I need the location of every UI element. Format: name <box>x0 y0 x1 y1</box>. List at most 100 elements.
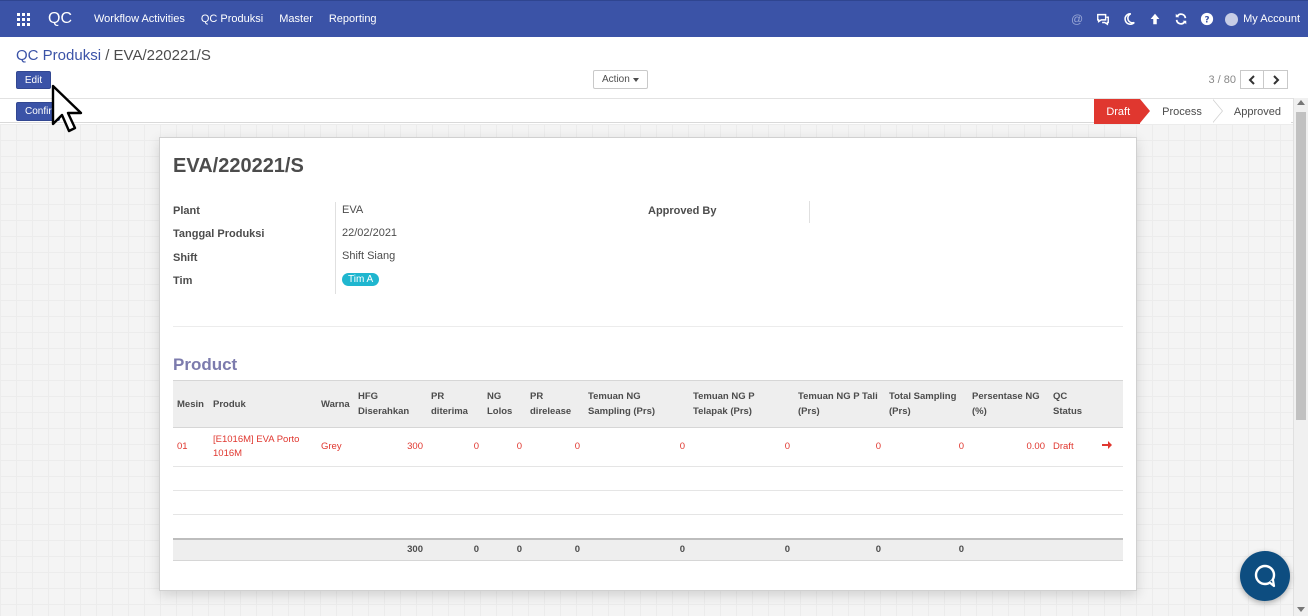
approved-by-divider <box>809 201 810 223</box>
col-produk[interactable]: Produk <box>209 380 317 428</box>
chevron-left-icon <box>1248 74 1255 85</box>
live-chat-button[interactable] <box>1240 551 1290 601</box>
total-pr-diterima: 0 <box>427 537 483 561</box>
chevron-right-icon <box>1272 74 1279 85</box>
tanggal-produksi-value[interactable]: 22/02/2021 <box>342 227 398 239</box>
cell-qc-status[interactable]: Draft <box>1049 427 1091 467</box>
breadcrumb-parent[interactable]: QC Produksi <box>16 47 102 64</box>
app-brand[interactable]: QC <box>48 10 72 27</box>
moon-icon[interactable] <box>1121 11 1137 27</box>
edit-button[interactable]: Edit <box>16 71 51 89</box>
cell-mesin[interactable]: 01 <box>173 427 209 467</box>
cell-ng-lolos[interactable]: 0 <box>483 427 526 467</box>
status-step-process[interactable]: Process <box>1140 99 1223 124</box>
product-section-title: Product <box>173 355 238 374</box>
cell-persentase-ng[interactable]: 0.00 <box>968 427 1049 467</box>
shift-label: Shift <box>173 252 198 264</box>
scroll-down-arrow-icon[interactable] <box>1297 607 1305 612</box>
shift-value[interactable]: Shift Siang <box>342 250 396 262</box>
chat-bubble-icon <box>1254 564 1276 588</box>
pager: 3 / 80 <box>1208 70 1288 89</box>
scroll-thumb[interactable] <box>1296 112 1306 420</box>
menu-workflow-activities[interactable]: Workflow Activities <box>94 13 185 25</box>
navbar-systray: @ ? My Account <box>1059 1 1300 37</box>
record-title: EVA/220221/S <box>173 155 304 177</box>
menu-qc-produksi[interactable]: QC Produksi <box>200 13 264 25</box>
chat-icon[interactable] <box>1095 11 1111 27</box>
tim-tag[interactable]: Tim A <box>342 273 380 286</box>
col-mesin[interactable]: Mesin <box>173 380 209 428</box>
col-ng-lolos[interactable]: NG Lolos <box>483 380 526 428</box>
form-statusbar: Confirm Draft Process Approved <box>0 98 1308 124</box>
section-divider <box>173 326 1123 327</box>
total-temuan-ng-p-tali: 0 <box>794 537 885 561</box>
menu-reporting[interactable]: Reporting <box>328 13 377 25</box>
action-dropdown[interactable]: Action <box>593 70 648 89</box>
col-open <box>1091 380 1123 428</box>
col-temuan-ng-p-tali[interactable]: Temuan NG P Tali (Prs) <box>794 380 885 428</box>
cell-total-sampling[interactable]: 0 <box>885 427 968 467</box>
scroll-up-arrow-icon[interactable] <box>1297 100 1305 105</box>
cell-pr-diterima[interactable]: 0 <box>427 427 483 467</box>
total-temuan-ng-sampling: 0 <box>584 537 689 561</box>
cell-temuan-ng-sampling[interactable]: 0 <box>584 427 689 467</box>
tim-value[interactable]: Tim A <box>342 273 380 286</box>
cell-warna[interactable]: Grey <box>317 427 354 467</box>
col-temuan-ng-p-telapak[interactable]: Temuan NG P Telapak (Prs) <box>689 380 794 428</box>
pager-value[interactable]: 3 / 80 <box>1208 73 1236 86</box>
help-icon[interactable]: ? <box>1199 11 1215 27</box>
top-navbar: QC Workflow Activities QC Produksi Maste… <box>0 0 1308 37</box>
plant-value[interactable]: EVA <box>342 204 364 216</box>
product-table: Mesin Produk Warna HFG Diserahkan PR dit… <box>173 380 1123 561</box>
cell-hfg-diserahkan[interactable]: 300 <box>354 427 427 467</box>
table-header-row: Mesin Produk Warna HFG Diserahkan PR dit… <box>173 380 1123 428</box>
tanggal-produksi-label: Tanggal Produksi <box>173 228 265 240</box>
cell-pr-direlease[interactable]: 0 <box>526 427 584 467</box>
cell-temuan-ng-p-tali[interactable]: 0 <box>794 427 885 467</box>
breadcrumb-current: EVA/220221/S <box>113 47 211 64</box>
col-qc-status[interactable]: QC Status <box>1049 380 1091 428</box>
col-warna[interactable]: Warna <box>317 380 354 428</box>
avatar[interactable] <box>1225 12 1239 26</box>
breadcrumb-separator: / <box>105 47 110 64</box>
vertical-scrollbar[interactable] <box>1293 98 1308 616</box>
menu-master[interactable]: Master <box>279 13 313 25</box>
plant-label: Plant <box>173 205 200 217</box>
col-persentase-ng[interactable]: Persentase NG (%) <box>968 380 1049 428</box>
svg-text:?: ? <box>1205 16 1210 26</box>
table-empty-row <box>173 466 1123 491</box>
total-ng-lolos: 0 <box>483 537 526 561</box>
pager-previous-button[interactable] <box>1240 70 1264 89</box>
arrow-right-icon <box>1102 440 1112 449</box>
apps-grid-icon[interactable] <box>0 1 46 37</box>
total-hfg-diserahkan: 300 <box>354 537 427 561</box>
breadcrumb: QC Produksi / EVA/220221/S <box>16 47 211 64</box>
status-step-draft[interactable]: Draft <box>1094 99 1150 124</box>
action-label: Action <box>602 74 630 85</box>
col-pr-direlease[interactable]: PR direlease <box>526 380 584 428</box>
control-panel: QC Produksi / EVA/220221/S Edit Action 3… <box>0 37 1308 123</box>
col-pr-diterima[interactable]: PR diterima <box>427 380 483 428</box>
col-hfg-diserahkan[interactable]: HFG Diserahkan <box>354 380 427 428</box>
status-steps: Draft Process Approved <box>1094 99 1291 124</box>
pager-next-button[interactable] <box>1264 70 1288 89</box>
open-row-button[interactable] <box>1091 427 1123 467</box>
cell-produk[interactable]: [E1016M] EVA Porto 1016M <box>209 427 317 467</box>
col-total-sampling[interactable]: Total Sampling (Prs) <box>885 380 968 428</box>
field-divider <box>335 202 336 294</box>
at-icon[interactable]: @ <box>1071 12 1084 26</box>
refresh-icon[interactable] <box>1173 11 1189 27</box>
total-temuan-ng-p-telapak: 0 <box>689 537 794 561</box>
cell-temuan-ng-p-telapak[interactable]: 0 <box>689 427 794 467</box>
mouse-cursor-icon <box>51 84 83 133</box>
table-empty-row <box>173 514 1123 539</box>
approved-by-label: Approved By <box>648 205 717 217</box>
total-pr-direlease: 0 <box>526 537 584 561</box>
arrow-up-icon[interactable] <box>1147 11 1163 27</box>
table-row[interactable]: 01 [E1016M] EVA Porto 1016M Grey 300 0 0… <box>173 427 1123 467</box>
status-step-approved[interactable]: Approved <box>1211 99 1291 124</box>
my-account-menu[interactable]: My Account <box>1243 13 1300 25</box>
col-temuan-ng-sampling[interactable]: Temuan NG Sampling (Prs) <box>584 380 689 428</box>
table-footer-totals: 300 0 0 0 0 0 0 0 <box>173 537 1123 561</box>
table-empty-row <box>173 490 1123 515</box>
